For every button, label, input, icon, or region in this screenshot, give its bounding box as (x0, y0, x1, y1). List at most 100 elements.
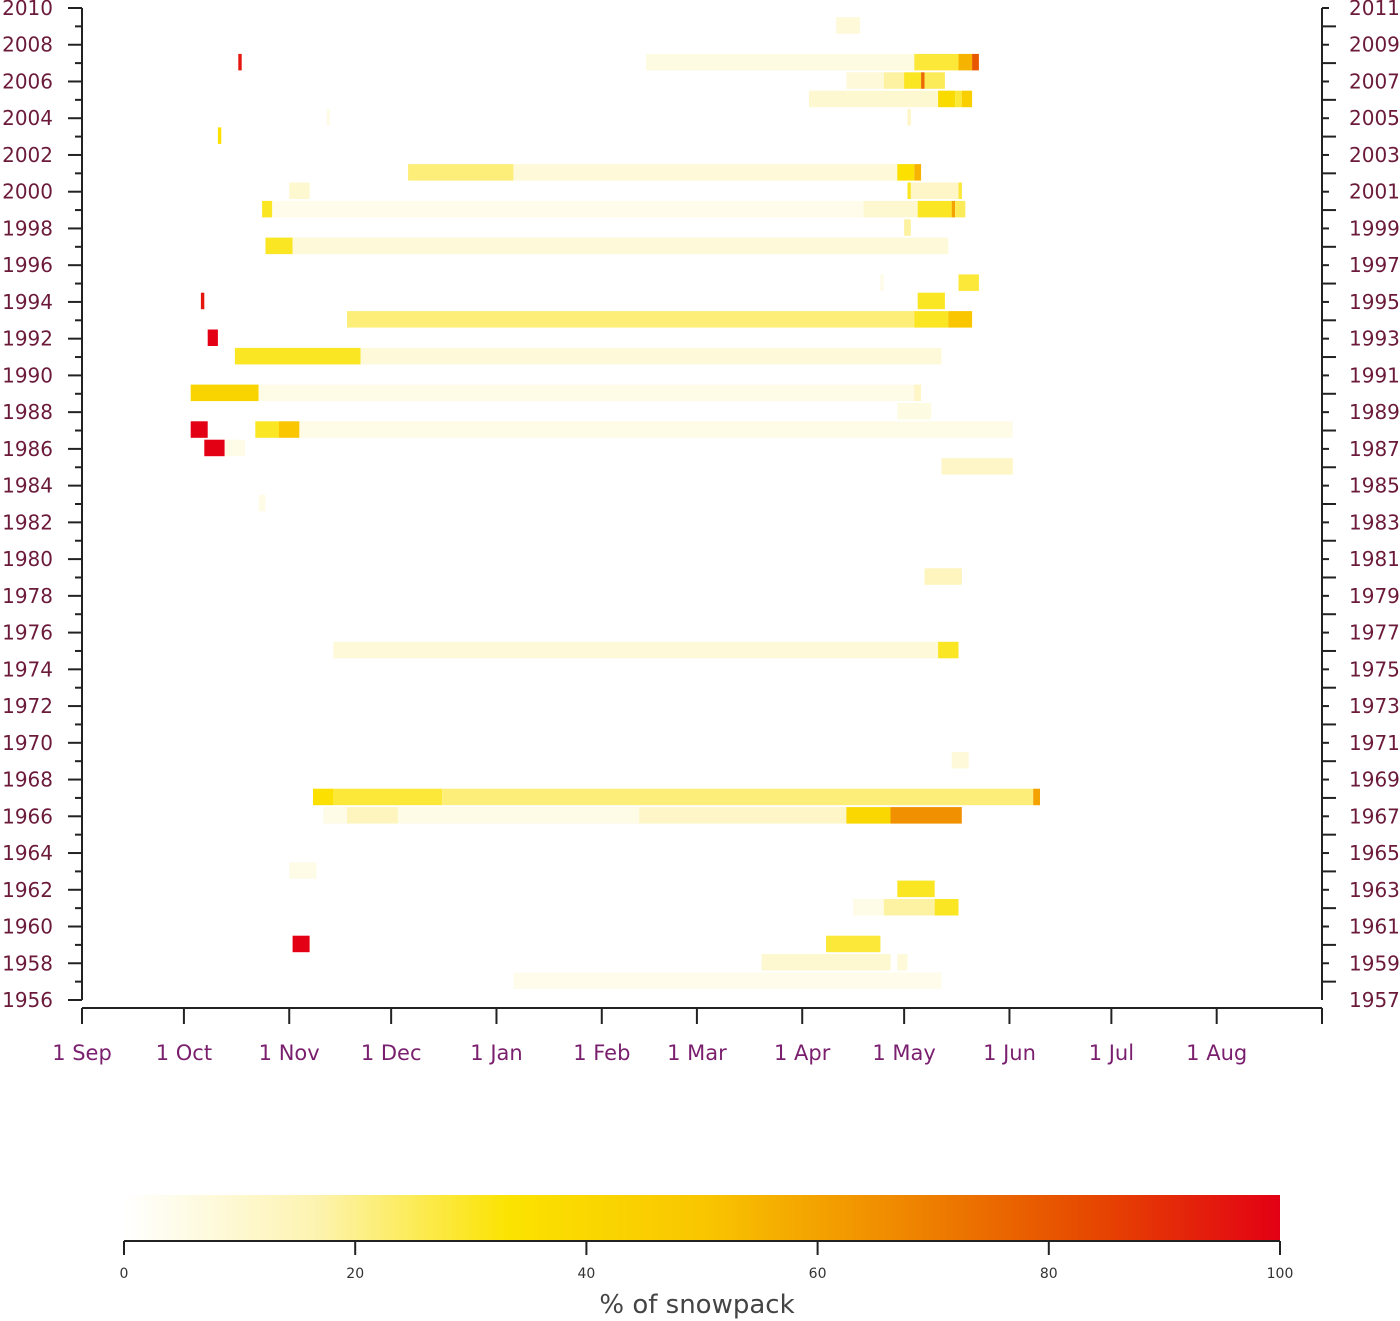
heatmap-cell (955, 200, 966, 218)
left-year-label: 1998 (2, 216, 53, 240)
heatmap-cell (904, 72, 922, 89)
left-year-label: 2002 (2, 143, 53, 167)
heatmap-cell (258, 384, 915, 402)
right-year-label: 1963 (1349, 878, 1400, 902)
heatmap-cell (972, 53, 979, 71)
heatmap-cell (408, 164, 514, 181)
heatmap-cell (914, 53, 959, 71)
left-year-label: 1960 (2, 915, 53, 939)
heatmap-cell (255, 421, 280, 438)
right-year-label: 1969 (1349, 768, 1400, 792)
heatmap-cell (513, 164, 898, 181)
heatmap-cell (904, 219, 911, 236)
heatmap-cell (323, 807, 347, 824)
heatmap-cell (292, 237, 949, 255)
heatmap-cell (204, 439, 225, 457)
heatmap-cell (836, 17, 860, 34)
heatmap-cell (292, 935, 310, 953)
right-year-label: 1989 (1349, 400, 1400, 424)
heatmap-cell (846, 807, 891, 824)
right-year-label: 2005 (1349, 106, 1400, 130)
heatmap-cell (958, 53, 973, 71)
heatmap-cell (360, 347, 942, 365)
heatmap-cell (897, 164, 915, 181)
heatmap-cells (190, 17, 1040, 989)
heatmap-cell (397, 807, 640, 824)
heatmap-cell (917, 292, 945, 310)
left-year-label: 1982 (2, 510, 53, 534)
heatmap-cell (921, 72, 925, 89)
colorbar-tick-label: 80 (1040, 1266, 1058, 1282)
right-year-label: 2007 (1349, 70, 1400, 94)
heatmap-cell (846, 72, 884, 89)
heatmap-cell (958, 182, 962, 199)
colorbar-tick-label: 40 (577, 1266, 595, 1282)
heatmap-cell (265, 237, 293, 255)
heatmap-cell (897, 954, 908, 971)
heatmap-cell (924, 568, 962, 585)
left-year-label: 1956 (2, 988, 53, 1012)
heatmap-cell (224, 439, 246, 457)
right-year-label: 1981 (1349, 547, 1400, 571)
heatmap-cell (890, 807, 962, 824)
heatmap-cell (809, 90, 939, 108)
left-year-label: 1986 (2, 437, 53, 461)
heatmap-cell (961, 90, 973, 108)
heatmap-cell (258, 494, 266, 512)
x-tick-label: 1 Feb (573, 1041, 630, 1065)
x-tick-label: 1 Jul (1089, 1041, 1134, 1065)
left-year-label: 2000 (2, 180, 53, 204)
right-year-label: 1965 (1349, 841, 1400, 865)
right-year-label: 2003 (1349, 143, 1400, 167)
left-year-label: 2006 (2, 70, 53, 94)
right-year-label: 2011 (1349, 0, 1400, 20)
left-year-label: 2004 (2, 106, 53, 130)
heatmap-cell (914, 384, 922, 402)
heatmap-cell (826, 935, 881, 953)
left-year-label: 2010 (2, 0, 53, 20)
x-tick-label: 1 Nov (259, 1041, 320, 1065)
right-year-label: 1973 (1349, 694, 1400, 718)
left-year-label: 1976 (2, 621, 53, 645)
left-year-label: 1988 (2, 400, 53, 424)
left-year-label: 1992 (2, 327, 53, 351)
heatmap-cell (934, 899, 959, 916)
heatmap-cell (948, 311, 973, 328)
heatmap-cell (639, 807, 847, 824)
heatmap-cell (938, 90, 956, 108)
colorbar-tick-label: 100 (1267, 1266, 1294, 1282)
left-year-label: 1990 (2, 363, 53, 387)
colorbar-tick-label: 0 (120, 1266, 129, 1282)
heatmap-cell (190, 384, 259, 402)
heatmap-cell (645, 53, 915, 71)
x-tick-label: 1 Jan (470, 1041, 522, 1065)
right-year-label: 2009 (1349, 33, 1400, 57)
left-year-label: 1962 (2, 878, 53, 902)
left-year-label: 1996 (2, 253, 53, 277)
axes: 2010 2008 2006 2004 2002 2000 1998 1996 1994 1992… (2, 0, 1400, 1065)
colorbar-label: % of snowpack (599, 1290, 794, 1320)
x-tick-label: 1 Oct (156, 1041, 212, 1065)
heatmap-cell (761, 954, 891, 971)
right-year-label: 1999 (1349, 216, 1400, 240)
heatmap-cell (897, 880, 935, 898)
heatmap-cell (914, 164, 922, 181)
heatmap-cell (279, 421, 300, 438)
left-year-label: 1958 (2, 951, 53, 975)
heatmap-cell (313, 788, 334, 806)
colorbar-gradient (124, 1195, 1280, 1241)
heatmap-cell (897, 403, 932, 420)
heatmap-cell (272, 200, 864, 218)
right-year-label: 1993 (1349, 327, 1400, 351)
right-year-label: 2001 (1349, 180, 1400, 204)
left-year-label: 1980 (2, 547, 53, 571)
heatmap-cell (234, 347, 361, 365)
heatmap-cell (289, 862, 317, 879)
heatmap-cell (938, 641, 959, 659)
heatmap-cell (883, 899, 935, 916)
heatmap-cell (207, 329, 218, 346)
heatmap-cell (217, 127, 222, 144)
colorbar: 0 20 40 60 80 100 (120, 1195, 1294, 1282)
heatmap-cell (883, 72, 905, 89)
heatmap-cell (907, 182, 911, 199)
